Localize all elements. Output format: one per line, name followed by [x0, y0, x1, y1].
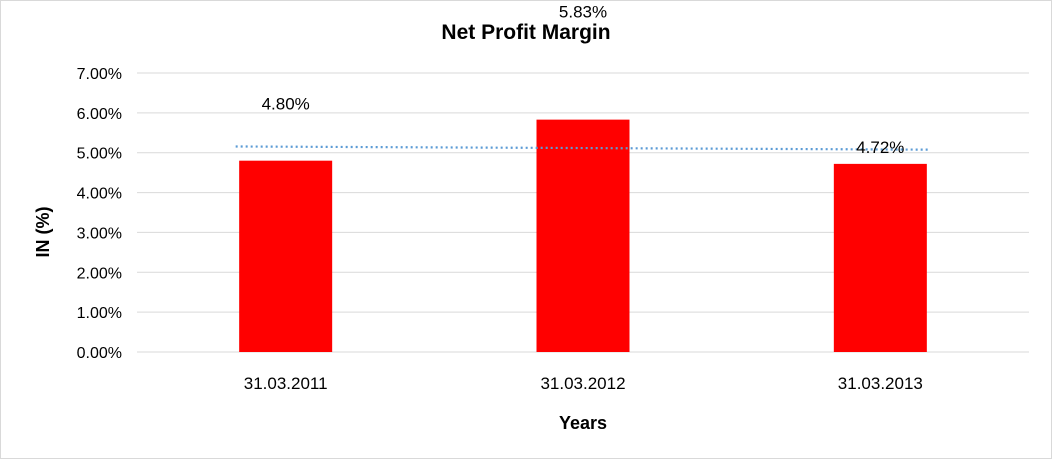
x-tick-label: 31.03.2012 [540, 374, 625, 393]
y-tick-label: 6.00% [77, 106, 122, 123]
y-axis-ticks: 0.00% 1.00% 2.00% 3.00% 4.00% 5.00% 6.00% 7.00% [77, 66, 122, 362]
bar [239, 160, 333, 352]
bar [536, 119, 630, 352]
data-label: 5.83% [559, 3, 607, 22]
data-label: 4.72% [856, 138, 904, 157]
x-axis-title: Years [559, 413, 607, 433]
y-tick-label: 1.00% [77, 305, 122, 322]
y-tick-label: 0.00% [77, 345, 122, 362]
trendline [235, 145, 931, 151]
y-axis-title: IN (%) [33, 207, 53, 258]
bar [833, 163, 927, 352]
bars [239, 119, 927, 352]
x-axis-ticks: 31.03.2011 31.03.2012 31.03.2013 [244, 374, 923, 393]
x-tick-label: 31.03.2011 [244, 374, 328, 393]
y-tick-label: 4.00% [77, 186, 122, 203]
trendline-layer [235, 145, 931, 151]
y-tick-label: 5.00% [77, 146, 122, 163]
y-tick-label: 3.00% [77, 225, 122, 242]
x-tick-label: 31.03.2013 [838, 374, 923, 393]
chart-title: Net Profit Margin [441, 21, 610, 44]
y-tick-label: 2.00% [77, 265, 122, 282]
data-labels: 4.80% 5.83% 4.72% [262, 3, 905, 157]
y-tick-label: 7.00% [77, 66, 122, 83]
data-label: 4.80% [262, 95, 310, 114]
